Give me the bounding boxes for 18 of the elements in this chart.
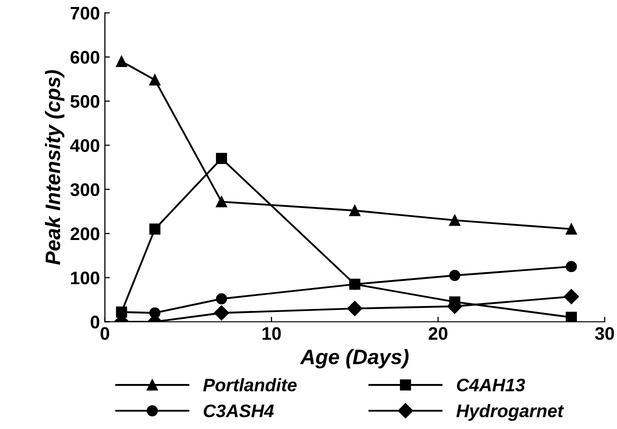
x-axis-title: Age (Days) — [300, 349, 409, 368]
x-tick-label: 30 — [595, 327, 614, 340]
y-tick-label: 700 — [70, 6, 100, 20]
legend-label: C3ASH4 — [204, 404, 274, 418]
y-tick-label: 400 — [70, 139, 100, 152]
legend-label: Portlandite — [203, 378, 297, 392]
legend-label: Hydrogarnet — [456, 404, 564, 421]
x-tick-label: 10 — [262, 327, 281, 340]
legend-label: C4AH13 — [456, 378, 526, 392]
y-tick-label: 600 — [70, 50, 100, 64]
y-tick-label: 300 — [70, 183, 100, 196]
y-tick-label: 200 — [70, 227, 100, 240]
x-tick-label: 0 — [100, 327, 110, 340]
y-tick-label: 0 — [90, 316, 100, 328]
x-tick-label: 20 — [428, 327, 448, 340]
y-tick-label: 100 — [71, 272, 100, 284]
y-axis-title: Peak Intensity (cps) — [44, 70, 64, 265]
y-tick-label: 500 — [70, 95, 100, 108]
